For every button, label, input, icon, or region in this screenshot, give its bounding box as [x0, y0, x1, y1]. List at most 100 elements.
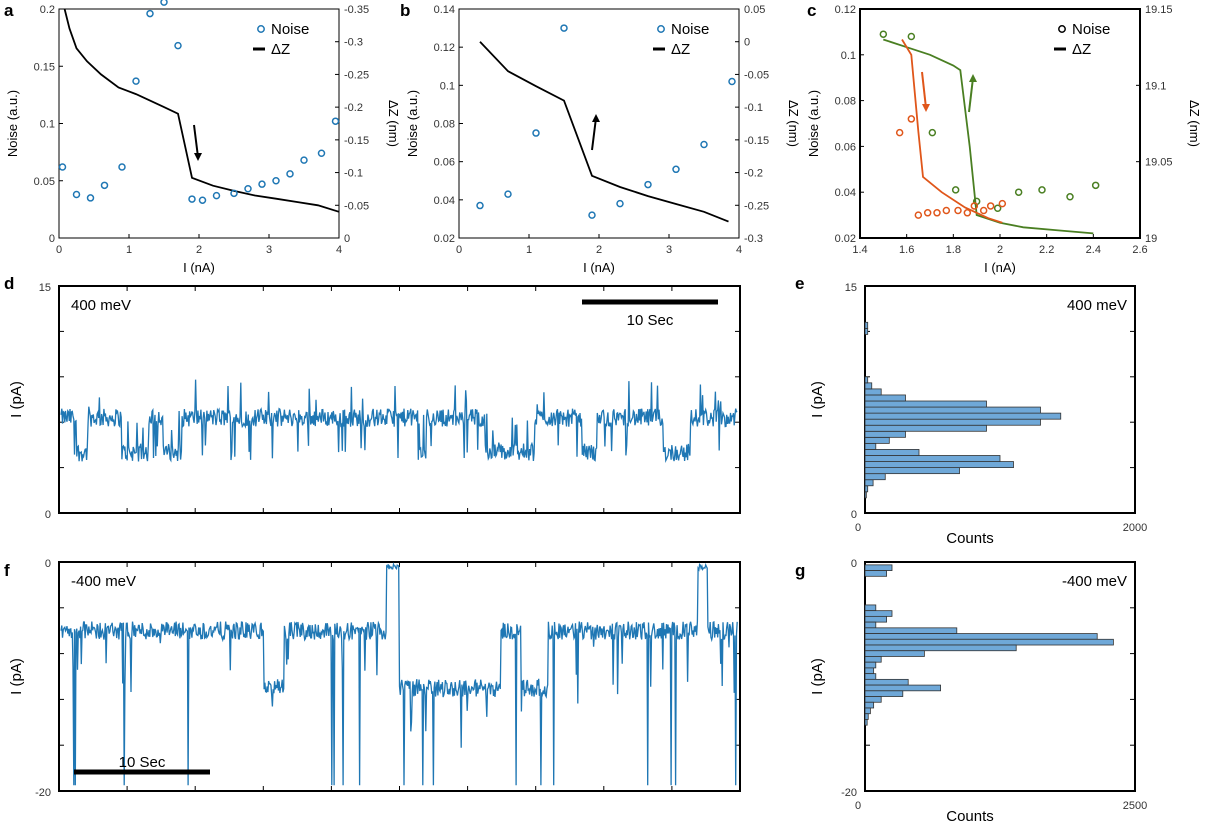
noise-point-down-c	[986, 202, 995, 210]
y2-tick-label-b: -0.25	[744, 200, 769, 212]
noise-point-up-c	[1066, 193, 1074, 201]
y2-tick-label-a: 0	[344, 233, 350, 245]
hist-bar-e	[864, 442, 877, 450]
legend-marker-noise-c	[1058, 25, 1066, 33]
y-tick-label-bottom-d: 0	[45, 509, 51, 521]
noise-point-a	[300, 156, 308, 164]
noise-point-b	[560, 24, 568, 32]
x-axis-label-e: Counts	[946, 530, 994, 547]
x-tick-label-right-e: 2000	[1123, 522, 1147, 534]
panel-label-g: g	[795, 561, 805, 580]
noise-point-a	[212, 191, 221, 200]
legend-marker-noise-a	[257, 25, 265, 33]
current-trace-f	[60, 562, 738, 786]
y2-tick-label-a: -0.3	[344, 37, 363, 49]
hist-bar-g	[864, 644, 1017, 652]
hist-bar-e	[864, 406, 1041, 414]
hist-bar-g	[864, 615, 888, 623]
hist-bar-e	[864, 473, 886, 481]
x-tick-label-a: 2	[196, 244, 202, 256]
hist-bar-e	[864, 436, 890, 444]
hist-bar-e	[864, 388, 882, 396]
panel-g	[864, 561, 1136, 792]
noise-point-a	[244, 185, 252, 193]
hist-bar-e	[864, 376, 869, 384]
y-tick-label-bottom-e: 0	[851, 509, 857, 521]
y-axis-label-c: Noise (a.u.)	[806, 90, 821, 157]
x-tick-label-c: 1.4	[852, 244, 867, 256]
y-tick-label-c: 0.1	[841, 50, 856, 62]
hist-bar-e	[864, 400, 987, 408]
current-trace-d	[60, 379, 738, 463]
y2-tick-label-c: 19	[1145, 233, 1157, 245]
noise-point-b	[532, 129, 540, 137]
panel-f	[58, 561, 741, 792]
noise-point-down-c	[933, 209, 941, 217]
x-tick-label-c: 1.8	[946, 244, 961, 256]
x-tick-label-left-g: 0	[855, 800, 861, 812]
bias-label-g: -400 meV	[1062, 573, 1127, 590]
bias-label-f: -400 meV	[71, 573, 136, 590]
hist-bar-e	[864, 455, 1001, 462]
y-tick-label-a: 0	[49, 233, 55, 245]
noise-point-a	[72, 190, 81, 199]
noise-point-a	[331, 117, 340, 125]
noise-point-down-c	[914, 211, 923, 219]
y2-tick-label-a: -0.05	[344, 200, 369, 212]
hist-bar-g	[864, 667, 875, 675]
hist-bar-g	[864, 661, 877, 669]
noise-point-b	[588, 211, 596, 219]
noise-point-a	[174, 41, 182, 50]
y-tick-label-a: 0.05	[34, 176, 55, 188]
panel-a	[58, 0, 340, 239]
hist-bar-g	[864, 633, 1098, 640]
hist-bar-g	[864, 656, 882, 663]
y-tick-label-c: 0.04	[835, 187, 856, 199]
hist-bar-e	[864, 449, 920, 456]
x-tick-label-a: 0	[56, 244, 62, 256]
y-axis-label-e: I (pA)	[809, 381, 826, 418]
noise-point-b	[672, 165, 680, 174]
noise-point-a	[118, 163, 126, 171]
dz-line-up-c	[883, 38, 1094, 235]
x-tick-label-b: 2	[596, 244, 602, 256]
scale-bar-label-d: 10 Sec	[627, 312, 674, 329]
legend-marker-noise-b	[657, 25, 665, 33]
x-tick-label-c: 2.2	[1039, 244, 1054, 256]
hist-bar-g	[864, 678, 909, 686]
dz-line-a	[63, 8, 340, 213]
hist-bar-e	[864, 430, 906, 438]
noise-point-b	[644, 180, 652, 189]
hist-bar-e	[864, 382, 873, 390]
panel-label-b: b	[400, 1, 410, 20]
direction-arrow-down-c-head	[922, 104, 930, 112]
panel-c	[859, 8, 1141, 239]
noise-point-down-c	[979, 206, 988, 215]
hist-bar-g	[864, 638, 1114, 646]
noise-point-a	[146, 9, 154, 18]
noise-point-down-c	[895, 128, 904, 137]
y2-tick-label-a: -0.2	[344, 102, 363, 114]
hist-bar-g	[864, 621, 877, 629]
hist-bar-g	[864, 701, 875, 709]
hist-bar-e	[864, 394, 906, 402]
y2-axis-label-b: ΔZ (nm)	[786, 100, 801, 147]
y-tick-label-a: 0.15	[34, 61, 55, 73]
noise-point-down-c	[942, 206, 951, 215]
panel-label-a: a	[4, 1, 14, 20]
y-axis-label-b: Noise (a.u.)	[405, 90, 420, 157]
y-axis-label-d: I (pA)	[8, 381, 25, 418]
noise-point-b	[504, 190, 512, 198]
x-tick-label-b: 3	[666, 244, 672, 256]
noise-point-a	[258, 180, 266, 188]
y2-tick-label-c: 19.1	[1145, 80, 1166, 92]
noise-point-b	[476, 201, 484, 210]
scale-bar-label-f: 10 Sec	[119, 754, 166, 771]
y-tick-label-a: 0.2	[40, 4, 55, 16]
y2-tick-label-b: -0.1	[744, 102, 763, 114]
hist-bar-e	[864, 461, 1014, 468]
hist-bar-g	[864, 690, 904, 697]
y-tick-label-top-f: 0	[45, 558, 51, 570]
